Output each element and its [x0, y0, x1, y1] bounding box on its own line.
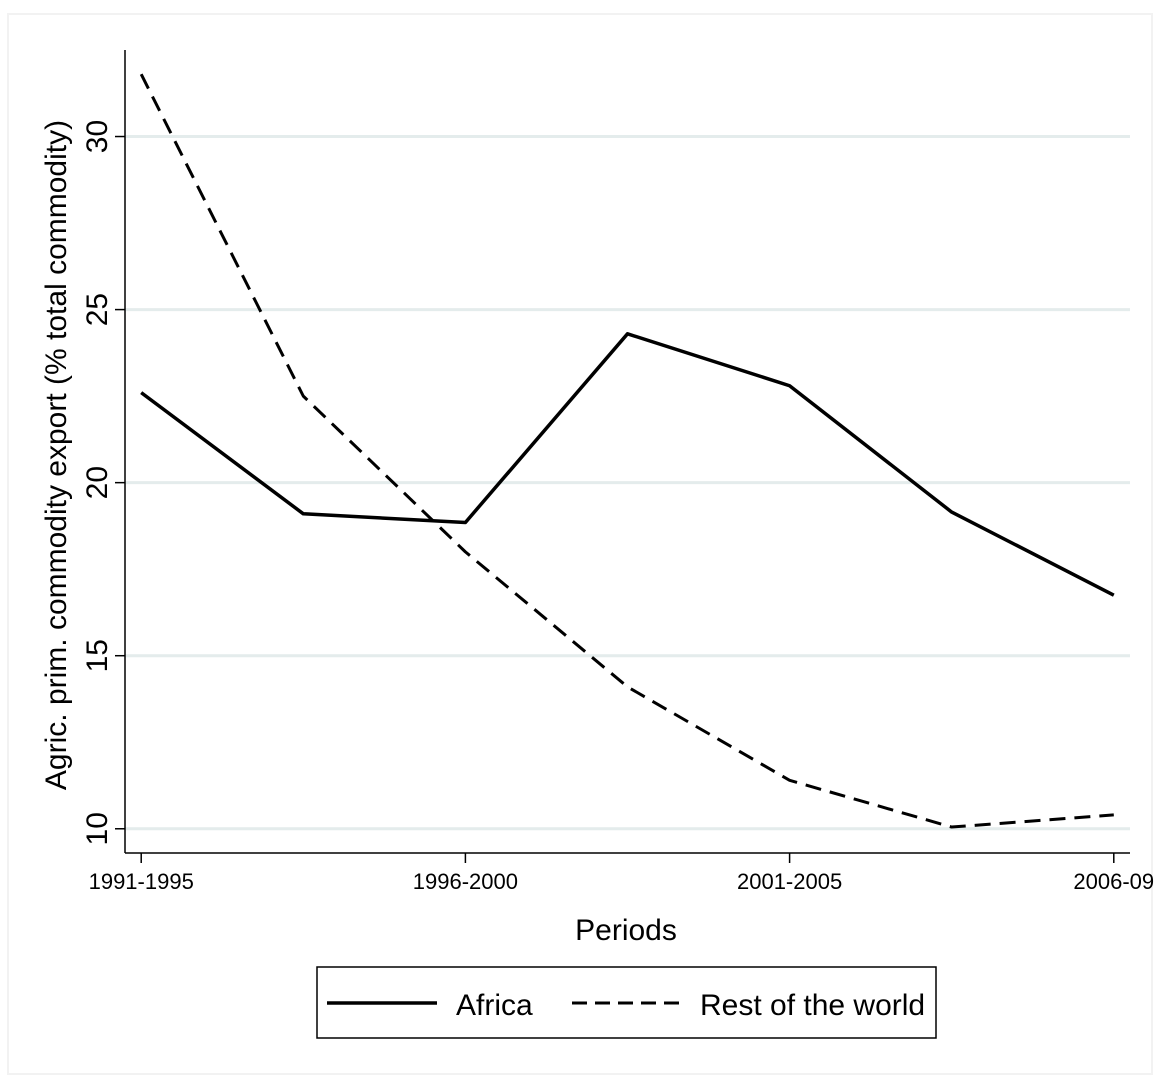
y-axis-title: Agric. prim. commodity export (% total c…	[40, 120, 73, 790]
x-tick-label-2001-2005: 2001-2005	[737, 869, 842, 894]
x-tick-label-1996-2000: 1996-2000	[413, 869, 518, 894]
x-tick-label-2006-09: 2006-09	[1073, 869, 1154, 894]
y-tick-label-25: 25	[81, 293, 114, 326]
series-layer	[139, 73, 1115, 829]
legend-label-rest-of-world: Rest of the world	[700, 989, 925, 1022]
y-tick-label-20: 20	[81, 466, 114, 499]
legend-label-africa: Africa	[456, 989, 533, 1022]
y-tick-label-10: 10	[81, 812, 114, 845]
axes-layer	[115, 50, 1130, 863]
series-line-rest-of-world	[139, 73, 1114, 829]
legend: Africa Rest of the world	[316, 966, 937, 1039]
grid-layer	[125, 135, 1130, 831]
labels-layer: 10 15 20 25 30 1991-1995 1996-2000 2001-2005 200…	[81, 120, 1154, 894]
y-tick-label-15: 15	[81, 639, 114, 672]
y-tick-label-30: 30	[81, 120, 114, 153]
x-tick-label-1991-1995: 1991-1995	[89, 869, 194, 894]
x-axis-title: Periods	[575, 914, 677, 947]
outer-frame	[7, 13, 1153, 1075]
series-line-africa	[140, 332, 1115, 597]
